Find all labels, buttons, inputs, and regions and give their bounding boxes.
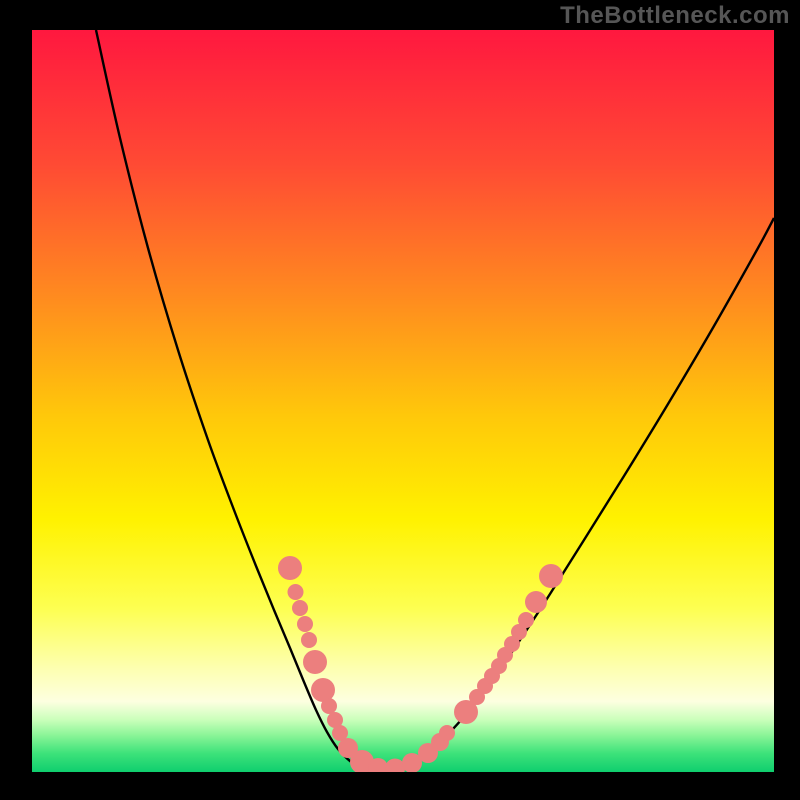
overlay-dot (385, 759, 405, 779)
overlay-dot (297, 616, 313, 632)
overlay-dot (288, 584, 304, 600)
overlay-dot (303, 650, 327, 674)
bottleneck-figure: TheBottleneck.com (0, 0, 800, 800)
overlay-dot (321, 698, 337, 714)
dot-clusters (278, 556, 563, 779)
overlay-dot (439, 725, 455, 741)
watermark-text: TheBottleneck.com (560, 2, 790, 30)
v-curve (96, 30, 774, 771)
overlay-dot (301, 632, 317, 648)
overlay-svg (0, 0, 800, 800)
overlay-dot (292, 600, 308, 616)
overlay-dot (368, 758, 388, 778)
overlay-dot (539, 564, 563, 588)
overlay-dot (525, 591, 547, 613)
overlay-dot (518, 612, 534, 628)
overlay-dot (278, 556, 302, 580)
